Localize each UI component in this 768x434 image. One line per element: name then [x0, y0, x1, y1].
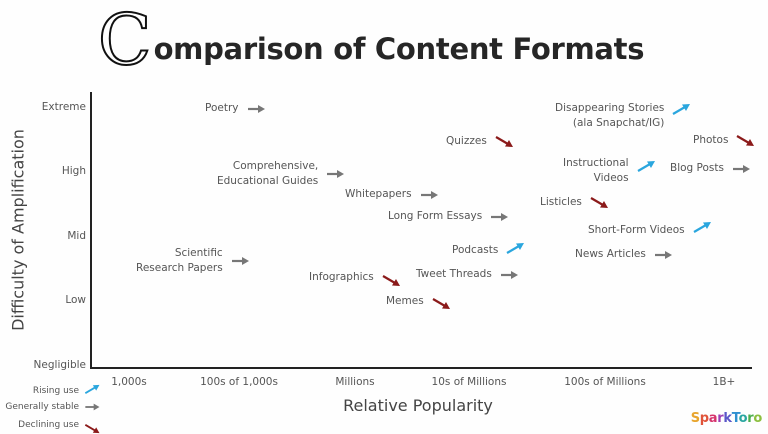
title-text: omparison of Content Formats	[153, 32, 645, 66]
legend-label: Generally stable	[5, 402, 79, 412]
rising-arrow-icon	[506, 242, 524, 254]
y-tick-negligible: Negligible	[33, 359, 86, 371]
y-tick-low: Low	[65, 294, 86, 306]
point-scientific-research-papers: Scientific Research Papers	[136, 246, 249, 276]
stable-arrow-icon	[84, 402, 100, 412]
x-tick-1000s: 1,000s	[111, 376, 147, 388]
point-memes: Memes	[386, 292, 450, 310]
point-instructional-videos: Instructional Videos	[563, 156, 655, 186]
x-tick-100s-of-1000s: 100s of 1,000s	[200, 376, 278, 388]
point-label: Infographics	[309, 270, 374, 283]
point-label: Comprehensive, Educational Guides	[217, 160, 319, 187]
point-poetry: Poetry	[205, 101, 265, 116]
declining-arrow-icon	[590, 197, 608, 209]
declining-arrow-icon	[432, 298, 450, 310]
point-label: Whitepapers	[345, 188, 412, 200]
x-tick-1b-plus: 1B+	[712, 376, 736, 388]
x-tick-100s-of-millions: 100s of Millions	[564, 376, 646, 388]
y-axis-label: Difficulty of Amplification	[8, 129, 28, 331]
stable-arrow-icon	[490, 211, 508, 223]
y-axis-line	[90, 92, 92, 369]
stable-arrow-icon	[247, 103, 265, 115]
rising-arrow-icon	[672, 103, 690, 115]
legend-stable: Generally stable	[5, 402, 100, 412]
point-short-form-videos: Short-Form Videos	[588, 223, 711, 238]
stable-arrow-icon	[326, 168, 344, 180]
declining-arrow-icon	[736, 135, 754, 147]
declining-arrow-icon	[382, 275, 400, 287]
stable-arrow-icon	[231, 255, 249, 267]
point-label: Photos	[693, 134, 729, 146]
point-whitepapers: Whitepapers	[345, 187, 438, 202]
y-tick-high: High	[61, 165, 86, 177]
legend-rising: Rising use	[33, 386, 100, 396]
rising-arrow-icon	[84, 384, 100, 394]
declining-arrow-icon	[84, 424, 100, 434]
point-label: Scientific Research Papers	[136, 247, 223, 274]
point-comprehensive-guides: Comprehensive, Educational Guides	[217, 159, 344, 189]
point-label: Long Form Essays	[388, 210, 483, 222]
x-axis-label: Relative Popularity	[343, 396, 493, 415]
point-label: Podcasts	[452, 244, 499, 256]
legend-label: Rising use	[32, 386, 79, 396]
stable-arrow-icon	[654, 249, 672, 261]
point-label: Memes	[386, 294, 424, 307]
point-label: Tweet Threads	[416, 268, 492, 280]
declining-arrow-icon	[495, 136, 513, 148]
point-disappearing-stories: Disappearing Stories (ala Snapchat/IG)	[555, 101, 690, 131]
point-label: Quizzes	[446, 135, 487, 147]
point-label: News Articles	[575, 248, 646, 260]
point-photos: Photos	[693, 133, 754, 148]
point-listicles: Listicles	[540, 195, 608, 210]
rising-arrow-icon	[693, 221, 711, 233]
point-label: Blog Posts	[670, 162, 724, 174]
stable-arrow-icon	[420, 189, 438, 201]
point-label: Instructional Videos	[563, 157, 629, 184]
chart-title: C omparison of Content Formats	[97, 0, 645, 81]
legend-label: Declining use	[18, 420, 79, 430]
sparktoro-logo: SparkToro	[690, 411, 763, 426]
point-news-articles: News Articles	[575, 247, 672, 262]
point-label: Poetry	[205, 102, 239, 114]
title-dropcap: C	[97, 0, 153, 81]
point-label: Short-Form Videos	[588, 224, 685, 236]
x-axis-line	[90, 367, 752, 369]
point-label: Listicles	[540, 196, 582, 208]
point-label: Disappearing Stories (ala Snapchat/IG)	[555, 102, 665, 129]
point-long-form-essays: Long Form Essays	[388, 209, 508, 224]
stable-arrow-icon	[500, 269, 518, 281]
y-tick-mid: Mid	[67, 230, 86, 242]
rising-arrow-icon	[637, 160, 655, 172]
stable-arrow-icon	[732, 163, 750, 175]
point-quizzes: Quizzes	[446, 134, 513, 149]
x-tick-10s-of-millions: 10s of Millions	[431, 376, 507, 388]
legend-declining: Declining use	[18, 416, 100, 434]
point-podcasts: Podcasts	[452, 243, 524, 258]
point-blog-posts: Blog Posts	[670, 161, 750, 176]
x-tick-millions: Millions	[335, 376, 375, 388]
point-infographics: Infographics	[309, 267, 400, 287]
point-tweet-threads: Tweet Threads	[416, 267, 518, 282]
y-tick-extreme: Extreme	[41, 101, 86, 113]
